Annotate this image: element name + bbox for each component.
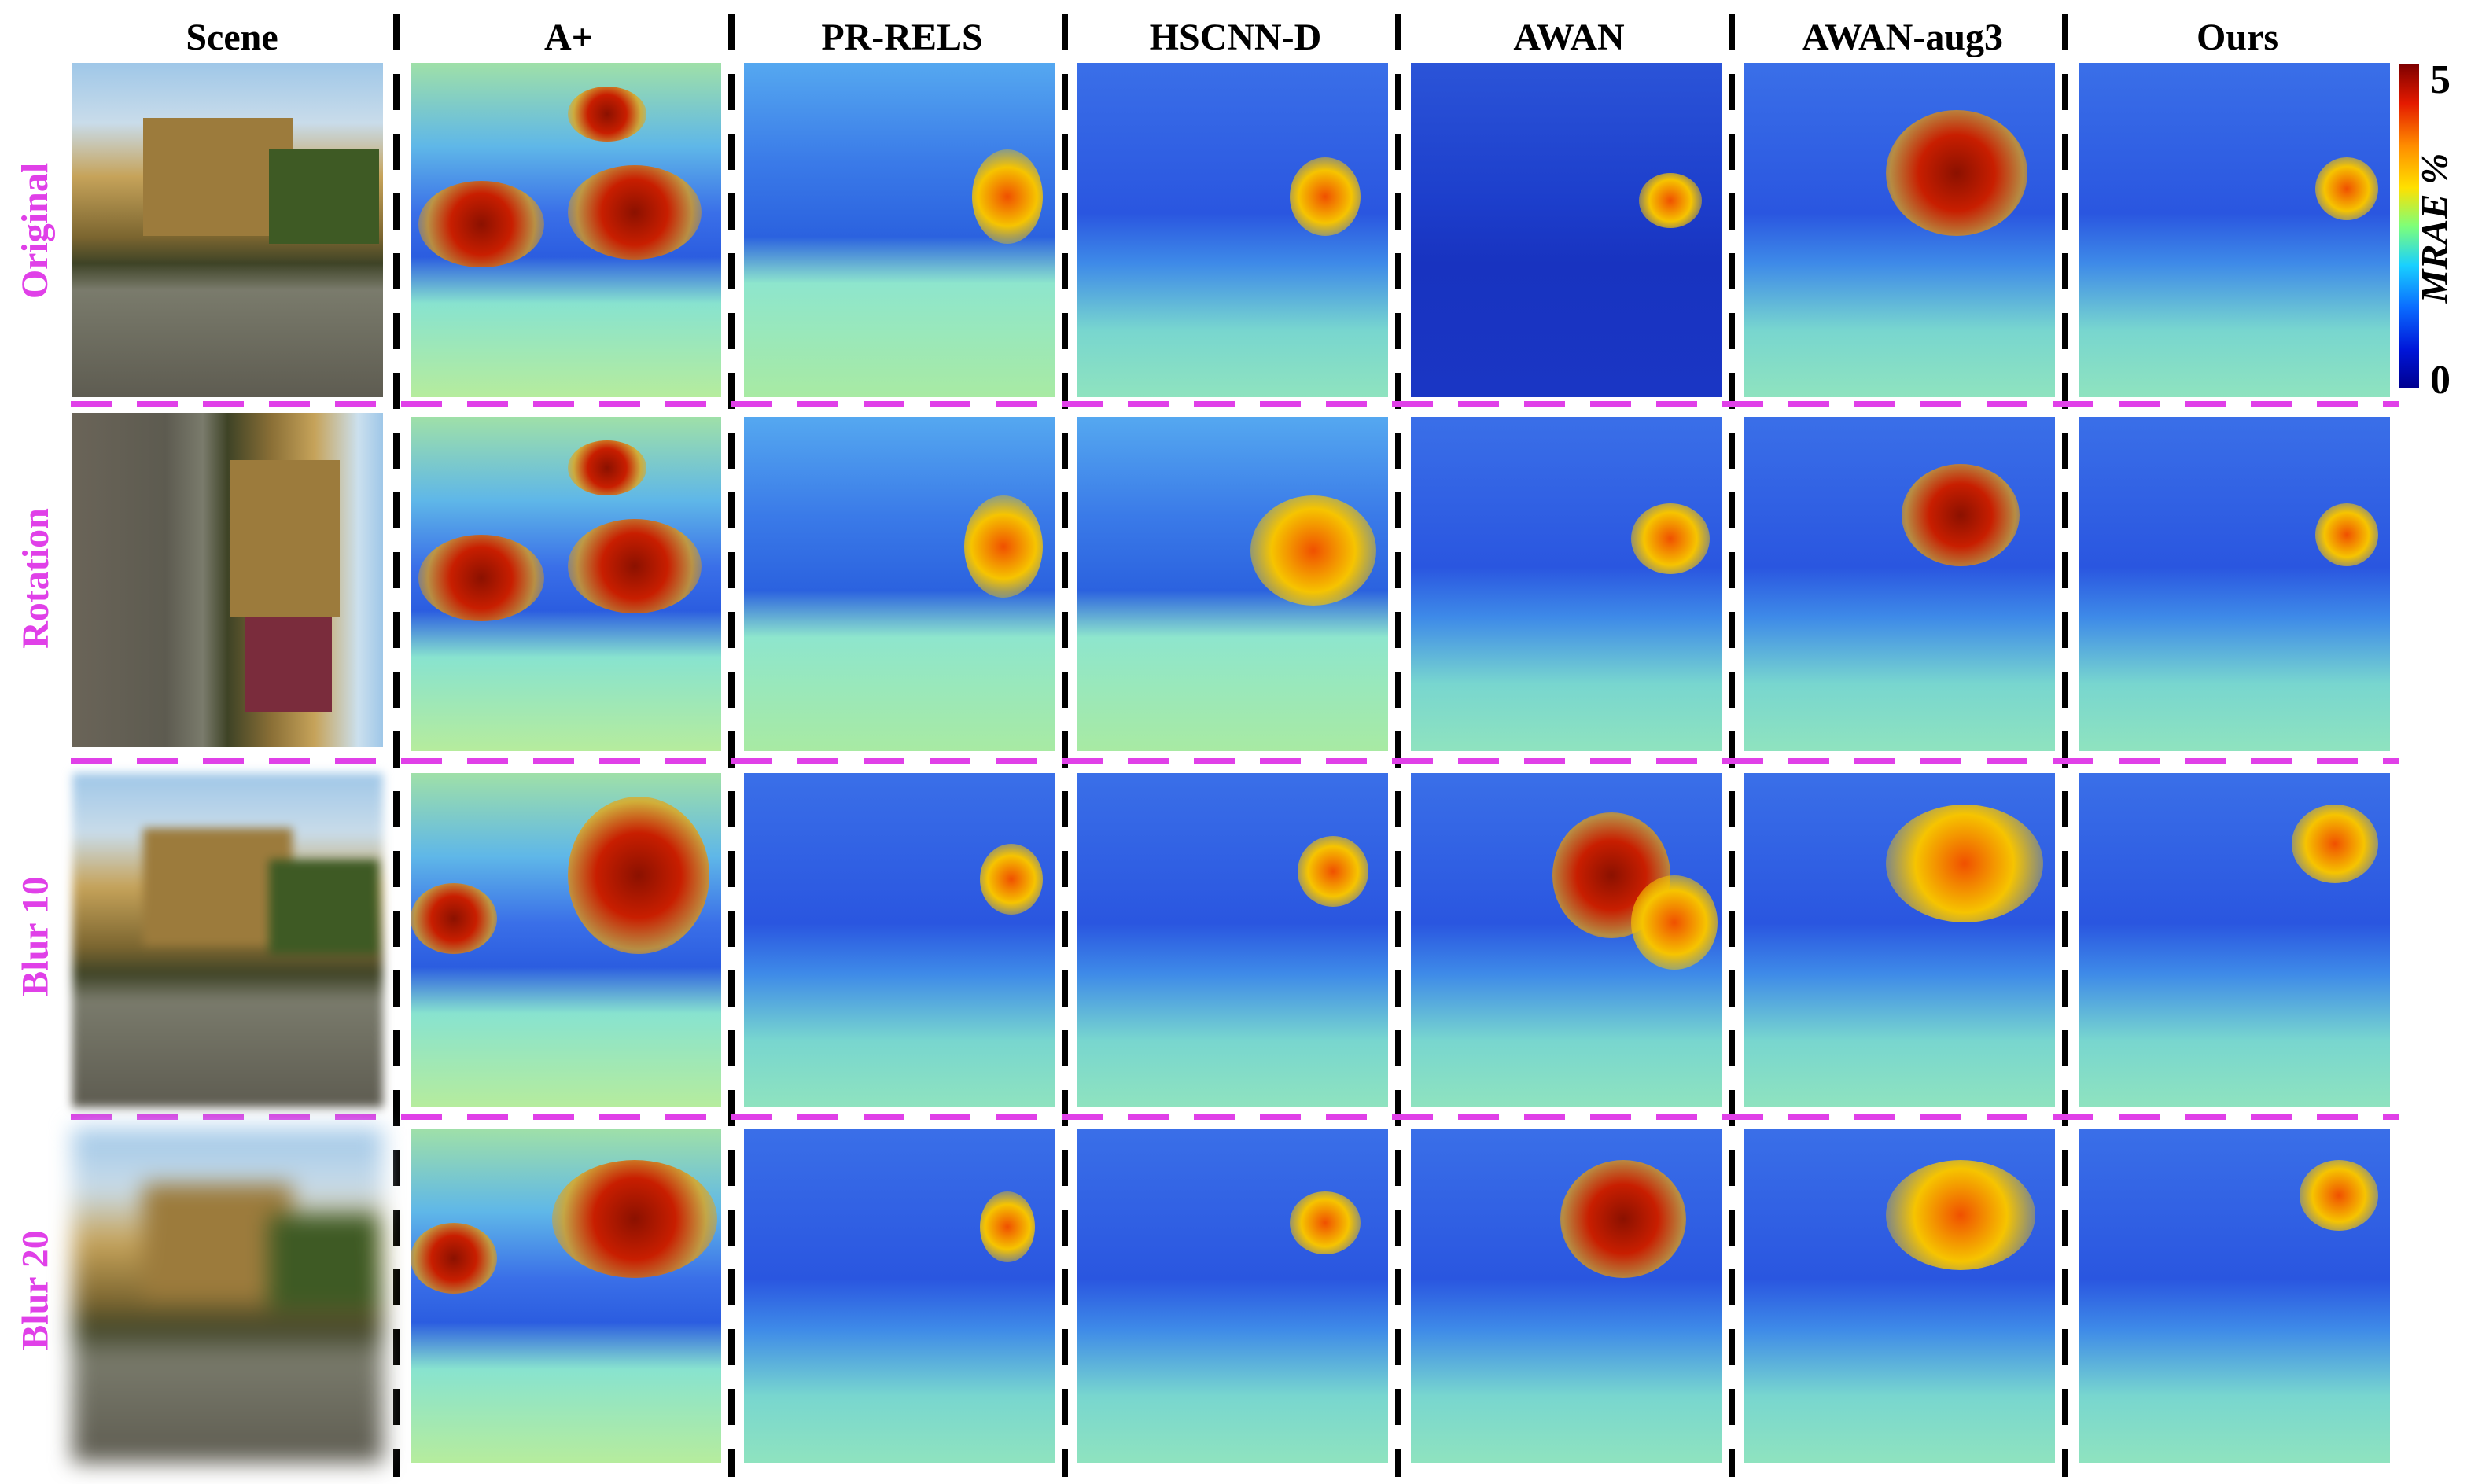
- error-map-ours-blur-20: [2079, 1129, 2390, 1463]
- error-map-a-plus-blur-20: [411, 1129, 721, 1463]
- colorbar-axis-label: MRAE %: [2414, 153, 2456, 304]
- error-map-awan-rotation: [1411, 417, 1722, 751]
- error-map-a-plus-rotation: [411, 417, 721, 751]
- error-map-awan-blur-20: [1411, 1129, 1722, 1463]
- row-separator: [71, 758, 2399, 764]
- error-map-awan-aug3-blur-20: [1744, 1129, 2055, 1463]
- error-map-pr-rels-blur-20: [744, 1129, 1055, 1463]
- column-separator: [1395, 14, 1401, 1477]
- column-title-awan-aug3: AWAN-aug3: [1801, 17, 2004, 58]
- error-map-ours-rotation: [2079, 417, 2390, 751]
- scene-image-blur-10: [72, 773, 383, 1107]
- error-map-hscnn-d-blur-10: [1077, 773, 1388, 1107]
- column-separator: [728, 14, 735, 1477]
- error-map-awan-blur-10: [1411, 773, 1722, 1107]
- column-separator: [1729, 14, 1735, 1477]
- column-separator: [1062, 14, 1068, 1477]
- error-map-awan-original: [1411, 63, 1722, 397]
- row-label-blur-20: Blur 20: [14, 1229, 57, 1350]
- column-separator: [393, 14, 400, 1477]
- column-title-hscnn-d: HSCNN-D: [1149, 17, 1322, 58]
- error-map-hscnn-d-original: [1077, 63, 1388, 397]
- column-separator: [2062, 14, 2068, 1477]
- scene-image-blur-20: [72, 1129, 383, 1463]
- column-title-a-plus: A+: [543, 17, 593, 58]
- error-map-awan-aug3-original: [1744, 63, 2055, 397]
- error-map-pr-rels-blur-10: [744, 773, 1055, 1107]
- column-title-ours: Ours: [2196, 17, 2278, 58]
- row-label-blur-10: Blur 10: [14, 875, 57, 996]
- error-map-pr-rels-rotation: [744, 417, 1055, 751]
- column-title-awan: AWAN: [1513, 17, 1625, 58]
- row-separator: [71, 1114, 2399, 1120]
- row-separator: [71, 401, 2399, 407]
- error-map-a-plus-blur-10: [411, 773, 721, 1107]
- error-map-hscnn-d-blur-20: [1077, 1129, 1388, 1463]
- row-label-original: Original: [14, 162, 57, 299]
- colorbar-min-label: 0: [2430, 358, 2451, 403]
- error-map-pr-rels-original: [744, 63, 1055, 397]
- scene-image-original: [72, 63, 383, 397]
- error-map-awan-aug3-rotation: [1744, 417, 2055, 751]
- scene-image-rotation: [72, 413, 383, 747]
- error-map-awan-aug3-blur-10: [1744, 773, 2055, 1107]
- error-map-ours-blur-10: [2079, 773, 2390, 1107]
- colorbar: [2399, 64, 2419, 388]
- column-title-pr-rels: PR-RELS: [821, 17, 983, 58]
- column-title-scene: Scene: [186, 17, 278, 58]
- colorbar-max-label: 5: [2430, 57, 2451, 102]
- error-map-ours-original: [2079, 63, 2390, 397]
- error-map-hscnn-d-rotation: [1077, 417, 1388, 751]
- error-map-a-plus-original: [411, 63, 721, 397]
- row-label-rotation: Rotation: [14, 507, 57, 649]
